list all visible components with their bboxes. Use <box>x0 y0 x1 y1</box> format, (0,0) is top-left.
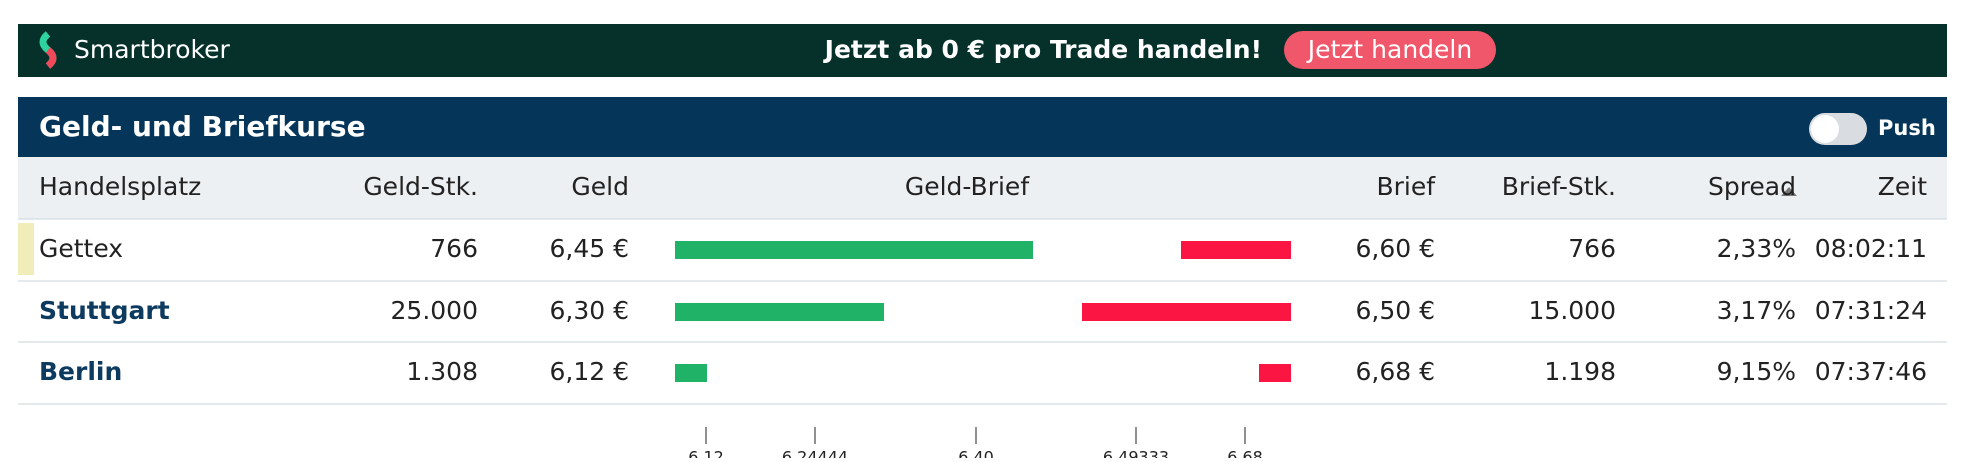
venue-name[interactable]: Stuttgart <box>39 296 170 325</box>
axis-label: 6.49333 <box>1103 448 1169 459</box>
ask-bar <box>1181 241 1291 259</box>
column-header[interactable]: Brief-Stk. <box>1502 172 1616 201</box>
brand: Smartbroker <box>74 35 230 64</box>
panel-header <box>18 97 1947 157</box>
cell: 25.000 <box>391 296 478 325</box>
cell: 6,30 € <box>549 296 629 325</box>
bid-bar <box>675 241 1033 259</box>
cell: 1.198 <box>1544 357 1616 386</box>
row-marker <box>18 223 34 275</box>
cell: 6,60 € <box>1355 234 1435 263</box>
toggle-label[interactable]: Push <box>1878 116 1936 140</box>
logo <box>39 31 57 69</box>
toggle-knob[interactable] <box>1811 115 1839 143</box>
cell: 6,68 € <box>1355 357 1435 386</box>
cell: 07:31:24 <box>1815 296 1927 325</box>
cell: 1.308 <box>406 357 478 386</box>
ask-bar <box>1082 303 1291 321</box>
cell: 2,33% <box>1717 234 1796 263</box>
axis-label: 6.12 <box>688 448 724 459</box>
spread-bars <box>675 241 1291 382</box>
axis-label: 6.68 <box>1227 448 1263 459</box>
sort-arrow[interactable] <box>1781 187 1797 196</box>
ask-bar <box>1259 364 1291 382</box>
column-header[interactable]: Geld-Brief <box>905 172 1030 201</box>
column-header[interactable]: Brief <box>1376 172 1436 201</box>
promo: Jetzt ab 0 € pro Trade handeln! <box>823 35 1262 64</box>
column-header[interactable]: Geld <box>571 172 629 201</box>
cell: 6,45 € <box>549 234 629 263</box>
banner[interactable] <box>18 24 1947 77</box>
cell: 6,12 € <box>549 357 629 386</box>
column-header[interactable]: Geld-Stk. <box>363 172 478 201</box>
bid-bar <box>675 303 884 321</box>
table-header <box>18 157 1947 219</box>
cell: 3,17% <box>1717 296 1796 325</box>
cell: 08:02:11 <box>1815 234 1927 263</box>
venue-name: Gettex <box>39 234 123 263</box>
axis-label: 6.24444 <box>782 448 848 459</box>
cta-label[interactable]: Jetzt handeln <box>1306 35 1472 64</box>
venue-name[interactable]: Berlin <box>39 357 122 386</box>
cta-button[interactable] <box>1284 31 1496 69</box>
column-header[interactable]: Zeit <box>1878 172 1927 201</box>
cell: 766 <box>1568 234 1616 263</box>
panel-title: Geld- und Briefkurse <box>39 110 366 143</box>
cell: 6,50 € <box>1355 296 1435 325</box>
column-header[interactable]: Handelsplatz <box>39 172 201 201</box>
cell: 9,15% <box>1717 357 1796 386</box>
axis-label: 6.40 <box>958 448 994 459</box>
bid-bar <box>675 364 707 382</box>
column-header[interactable]: Spread <box>1708 172 1796 201</box>
cell: 15.000 <box>1529 296 1616 325</box>
cell: 766 <box>430 234 478 263</box>
cell: 07:37:46 <box>1815 357 1927 386</box>
